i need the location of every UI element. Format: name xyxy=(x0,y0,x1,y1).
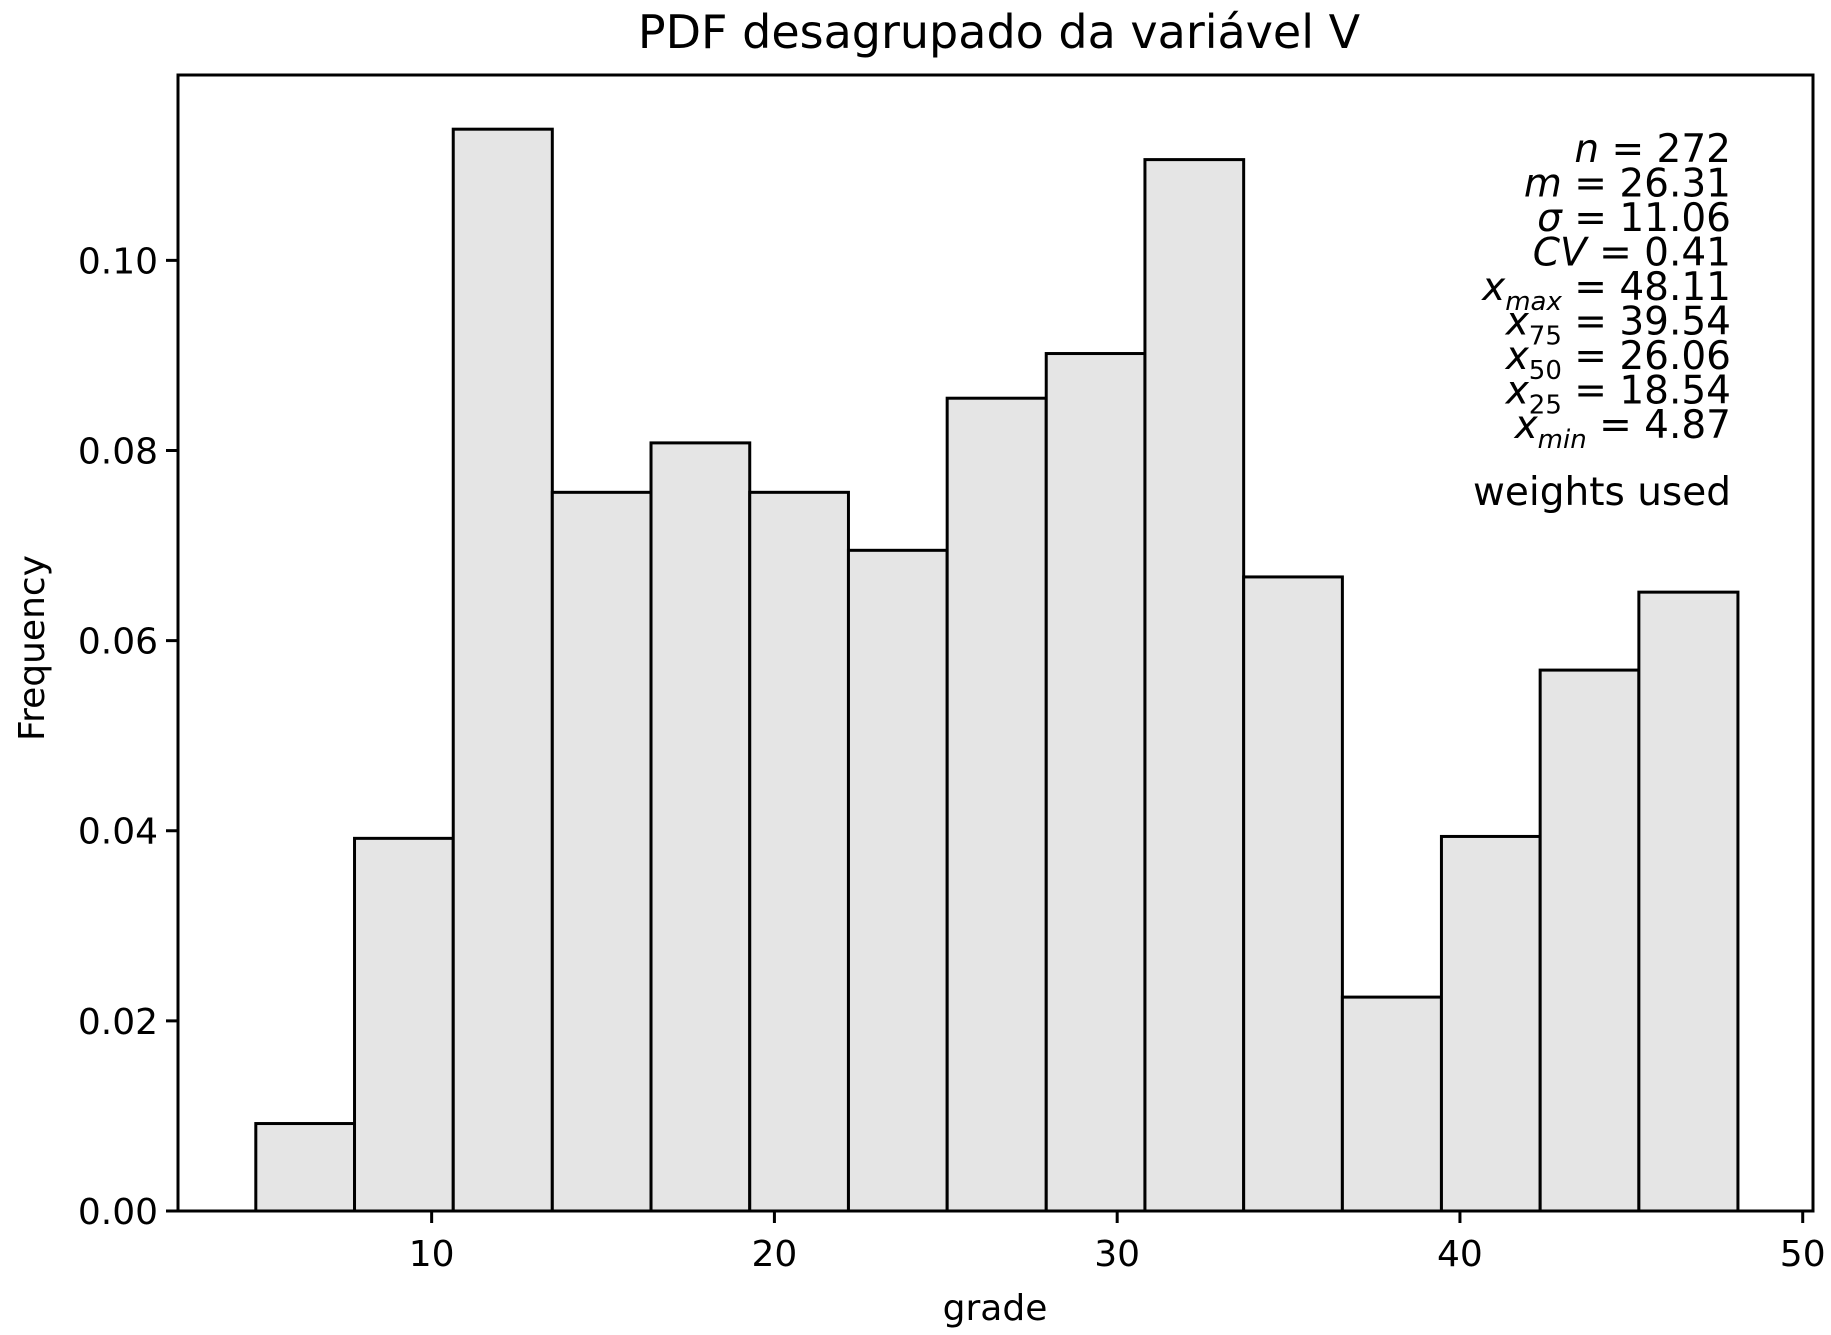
histogram-bar xyxy=(1242,575,1344,1213)
y-axis: 0.00 0.02 0.04 0.06 0.08 0.10 xyxy=(78,241,178,1233)
x-axis: 10 20 30 40 50 xyxy=(409,1211,1826,1275)
stat-line: x25 = 18.54 xyxy=(1504,369,1731,421)
y-tick-label: 0.06 xyxy=(78,622,158,663)
x-tick-label: 50 xyxy=(1780,1234,1826,1275)
histogram-bar xyxy=(846,548,949,1213)
histogram-bar xyxy=(748,490,850,1213)
y-tick-label: 0.08 xyxy=(78,431,158,472)
histogram-bar xyxy=(1044,352,1147,1213)
histogram-bar xyxy=(945,396,1048,1213)
histogram-bar xyxy=(1538,668,1641,1213)
y-tick-label: 0.10 xyxy=(78,241,158,282)
histogram-bar xyxy=(1637,590,1740,1213)
histogram-bar xyxy=(550,490,653,1213)
histogram-bar xyxy=(649,441,752,1213)
histogram-bar xyxy=(451,127,554,1213)
stat-line: n = 272 xyxy=(1574,127,1731,172)
histogram-bar xyxy=(353,836,455,1213)
stat-line: m = 26.31 xyxy=(1524,162,1731,207)
x-axis-label: grade xyxy=(943,1288,1048,1329)
bars-group xyxy=(254,127,1740,1213)
histogram-bar xyxy=(1439,834,1542,1213)
histogram-bar xyxy=(1340,995,1443,1213)
stat-line: CV = 0.41 xyxy=(1533,231,1731,276)
y-tick-label: 0.00 xyxy=(78,1192,158,1233)
histogram-bar xyxy=(1143,158,1246,1213)
y-tick-label: 0.04 xyxy=(78,812,158,853)
plot-frame xyxy=(176,73,1815,1213)
x-tick-label: 20 xyxy=(752,1234,798,1275)
x-tick-label: 10 xyxy=(409,1234,455,1275)
stat-line: σ = 11.06 xyxy=(1537,196,1731,241)
stat-line: xmin = 4.87 xyxy=(1513,403,1731,455)
stat-line: xmax = 48.11 xyxy=(1480,265,1731,317)
y-axis-label: Frequency xyxy=(12,555,53,741)
chart-title: PDF desagrupado da variável V xyxy=(638,5,1361,59)
histogram-bar xyxy=(254,1122,357,1213)
weights-note: weights used xyxy=(1473,470,1731,515)
stat-line: x50 = 26.06 xyxy=(1504,334,1731,386)
y-tick-label: 0.02 xyxy=(78,1002,158,1043)
stat-line: x75 = 39.54 xyxy=(1504,300,1731,352)
x-tick-label: 30 xyxy=(1094,1234,1140,1275)
x-tick-label: 40 xyxy=(1437,1234,1483,1275)
